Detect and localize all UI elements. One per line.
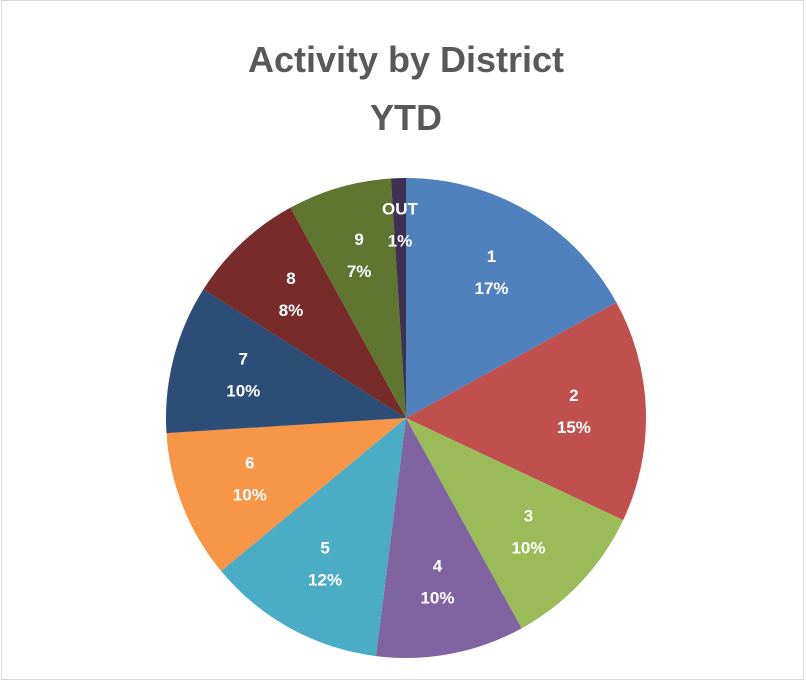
chart-title: Activity by District bbox=[248, 39, 564, 80]
slice-value: 12% bbox=[308, 571, 342, 590]
slice-category: 2 bbox=[569, 386, 578, 405]
pie-slice bbox=[203, 207, 406, 418]
slice-category: 1 bbox=[487, 247, 496, 266]
slice-category: 6 bbox=[245, 453, 254, 472]
pie-slice bbox=[406, 178, 617, 418]
slice-category: 9 bbox=[354, 230, 363, 249]
slice-value: 1% bbox=[388, 232, 413, 251]
slice-value: 8% bbox=[279, 301, 304, 320]
slice-value: 10% bbox=[511, 538, 545, 557]
pie-slice bbox=[375, 418, 522, 659]
pie-slice bbox=[290, 178, 406, 418]
labels: 1 17% 2 15% 3 10% 4 10% 5 12% 6 10% 7 10% 8 8% 9 7% OUT 1% bbox=[226, 200, 591, 608]
slice-value: 10% bbox=[226, 382, 260, 401]
slice-category: 7 bbox=[239, 350, 248, 369]
pie bbox=[166, 178, 646, 659]
slice-value: 10% bbox=[233, 485, 267, 504]
slice-category: 3 bbox=[524, 506, 533, 525]
chart-title: YTD bbox=[370, 97, 442, 138]
slice-category: 8 bbox=[286, 269, 295, 288]
slice-category: 4 bbox=[433, 557, 443, 576]
pie-slice bbox=[406, 302, 646, 521]
pie-slice bbox=[166, 289, 406, 434]
pie-slice bbox=[406, 418, 624, 629]
pie-slice bbox=[221, 418, 406, 657]
pie-slice bbox=[166, 418, 406, 571]
slice-value: 15% bbox=[557, 418, 591, 437]
pie-slice bbox=[390, 178, 406, 418]
slice-category: OUT bbox=[382, 200, 419, 219]
slice-value: 7% bbox=[347, 262, 372, 281]
slice-category: 5 bbox=[320, 539, 329, 558]
slice-value: 10% bbox=[420, 589, 454, 608]
slice-value: 17% bbox=[475, 279, 509, 298]
